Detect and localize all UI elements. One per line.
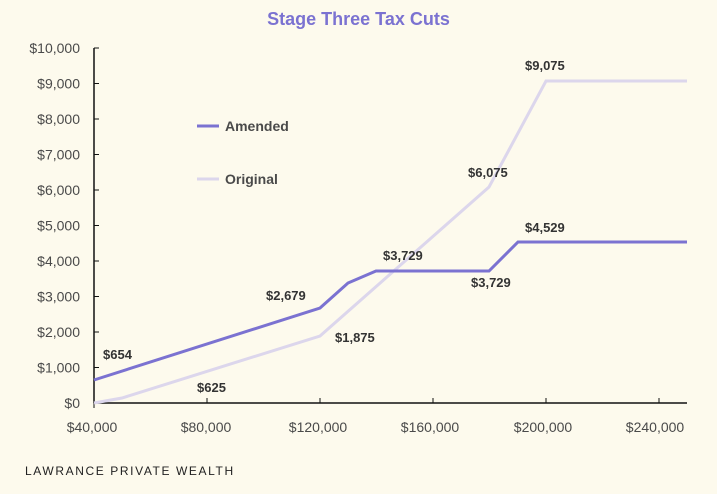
data-label: $1,875 [335,330,375,345]
y-tick-label: $10,000 [29,40,80,56]
x-tick-label: $200,000 [514,419,573,435]
x-tick-label: $120,000 [289,419,348,435]
legend-amended-label: Amended [225,118,289,134]
x-tick-label: $240,000 [626,419,685,435]
data-label: $4,529 [525,220,565,235]
y-tick-label: $4,000 [37,253,80,269]
x-tick-label: $40,000 [67,419,118,435]
y-tick-label: $7,000 [37,147,80,163]
y-tick-label: $1,000 [37,360,80,376]
y-tick-label: $3,000 [37,289,80,305]
y-tick-label: $6,000 [37,182,80,198]
legend: Amended Original [197,118,289,187]
chart-title: Stage Three Tax Cuts [267,9,450,29]
series-original-line [93,79,687,405]
y-tick-label: $9,000 [37,76,80,92]
legend-original-label: Original [225,171,278,187]
series-amended-line [93,240,687,382]
data-label: $625 [197,380,226,395]
data-label: $3,729 [383,248,423,263]
data-label: $3,729 [471,275,511,290]
y-tick-label: $0 [64,395,80,411]
y-tick-label: $8,000 [37,111,80,127]
data-label: $2,679 [266,288,306,303]
y-tick-label: $2,000 [37,324,80,340]
x-tick-label: $80,000 [181,419,232,435]
x-ticks [93,398,660,408]
y-ticks [94,47,99,368]
data-label: $654 [103,347,133,362]
data-label: $9,075 [525,58,565,73]
x-tick-label: $160,000 [401,419,460,435]
y-tick-label: $5,000 [37,218,80,234]
data-label: $6,075 [468,165,508,180]
footer-brand: LAWRANCE PRIVATE WEALTH [25,464,235,478]
